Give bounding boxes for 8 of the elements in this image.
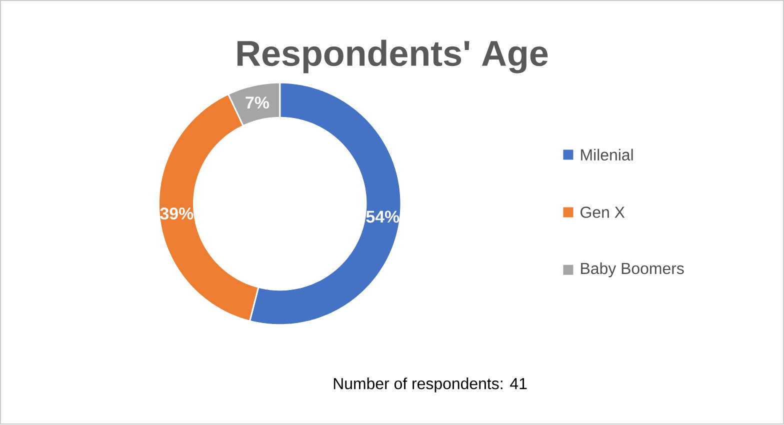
data-label: 54% xyxy=(366,210,400,223)
legend-label: Baby Boomers xyxy=(581,262,684,278)
legend-label: Milenial xyxy=(581,149,633,161)
legend-label: Gen X xyxy=(580,206,625,218)
data-label: 39% xyxy=(160,208,194,220)
data-label: 7% xyxy=(246,96,270,109)
chart-title: Respondents' Age xyxy=(238,40,548,74)
text: Number of respondents: 41 xyxy=(334,378,527,393)
